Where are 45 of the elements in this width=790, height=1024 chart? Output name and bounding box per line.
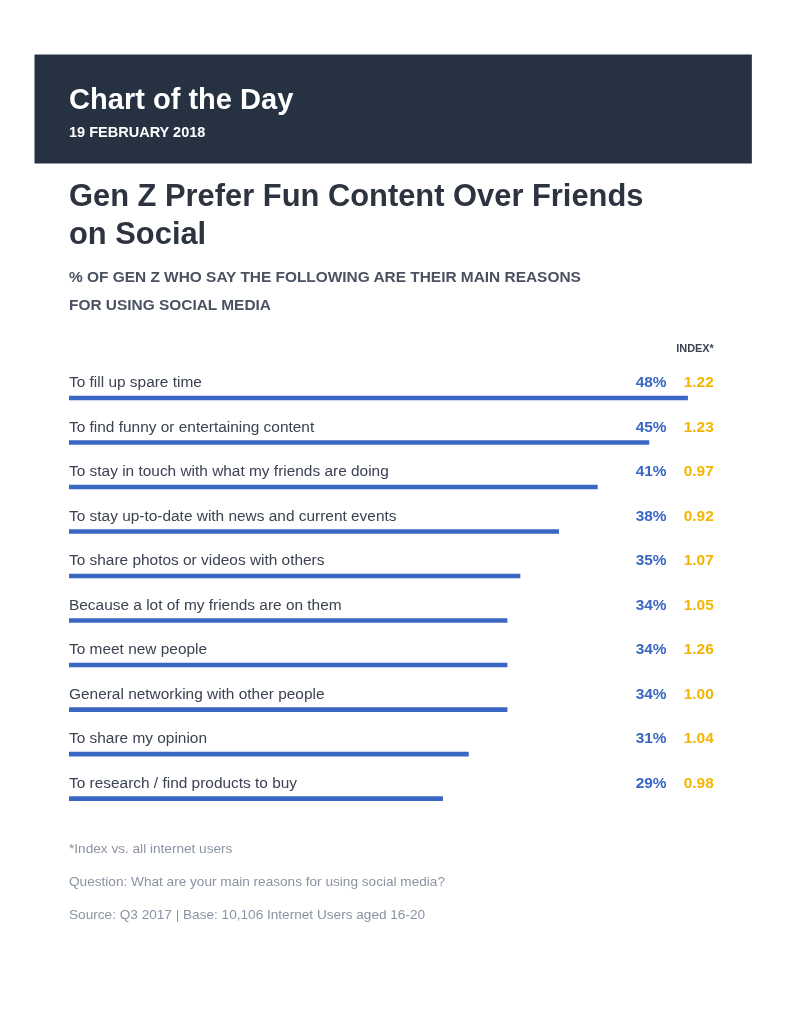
data-label: 48% [635,373,667,391]
data-label: 45% [635,417,667,435]
bar [69,618,508,623]
annotation: 0.98 [683,773,715,791]
data-label: 29% [635,773,667,791]
y-tick-label: To share photos or videos with others [69,551,325,569]
y-tick-label: To stay up-to-date with news and current events [69,506,397,524]
text: FOR USING SOCIAL MEDIA [69,295,271,313]
y-tick-label: To find funny or entertaining content [69,417,315,435]
text: *Index vs. all internet users [69,840,233,856]
data-label: 41% [635,462,667,480]
text: Question: What are your main reasons for using social media? [69,874,446,890]
annotation: 0.97 [683,462,714,480]
text: % OF GEN Z WHO SAY THE FOLLOWING ARE THEIR MAIN REASONS [69,268,581,286]
source-note: Source: Q3 2017 | Base: 10,106 Internet Users aged 16-20 [69,907,426,923]
y-tick-label: To research / find products to buy [69,773,298,791]
bar [69,529,559,534]
annotation: 1.04 [683,729,715,747]
annotation: 1.22 [683,373,714,391]
data-label: 31% [635,729,667,747]
text: Chart of the Day [69,82,294,115]
annotation: 1.00 [683,684,714,702]
data-label: 35% [635,551,667,569]
data-label: 34% [635,684,667,702]
text: 19 FEBRUARY 2018 [69,124,206,141]
annotation: 0.92 [683,506,714,524]
annotation: 1.07 [683,551,714,569]
y-tick-label: To fill up spare time [69,373,202,391]
y-tick-label: To share my opinion [69,729,208,747]
data-label: 38% [635,506,667,524]
y-tick-label: To stay in touch with what my friends are doing [69,462,389,480]
text: Gen Z Prefer Fun Content Over Friends [69,178,644,214]
text: on Social [69,216,207,252]
y-tick-label: General networking with other people [69,684,325,702]
bar [69,796,443,801]
annotation: 1.05 [683,595,715,613]
data-label: 34% [635,595,667,613]
y-tick-label: To meet new people [69,640,208,658]
annotation: 1.23 [683,417,715,435]
data-label: 34% [635,640,667,658]
bar [69,440,650,445]
bar [69,707,508,712]
y-tick-label: Because a lot of my friends are on them [69,595,342,613]
annotation: 1.26 [683,640,715,658]
text: INDEX* [676,342,715,355]
